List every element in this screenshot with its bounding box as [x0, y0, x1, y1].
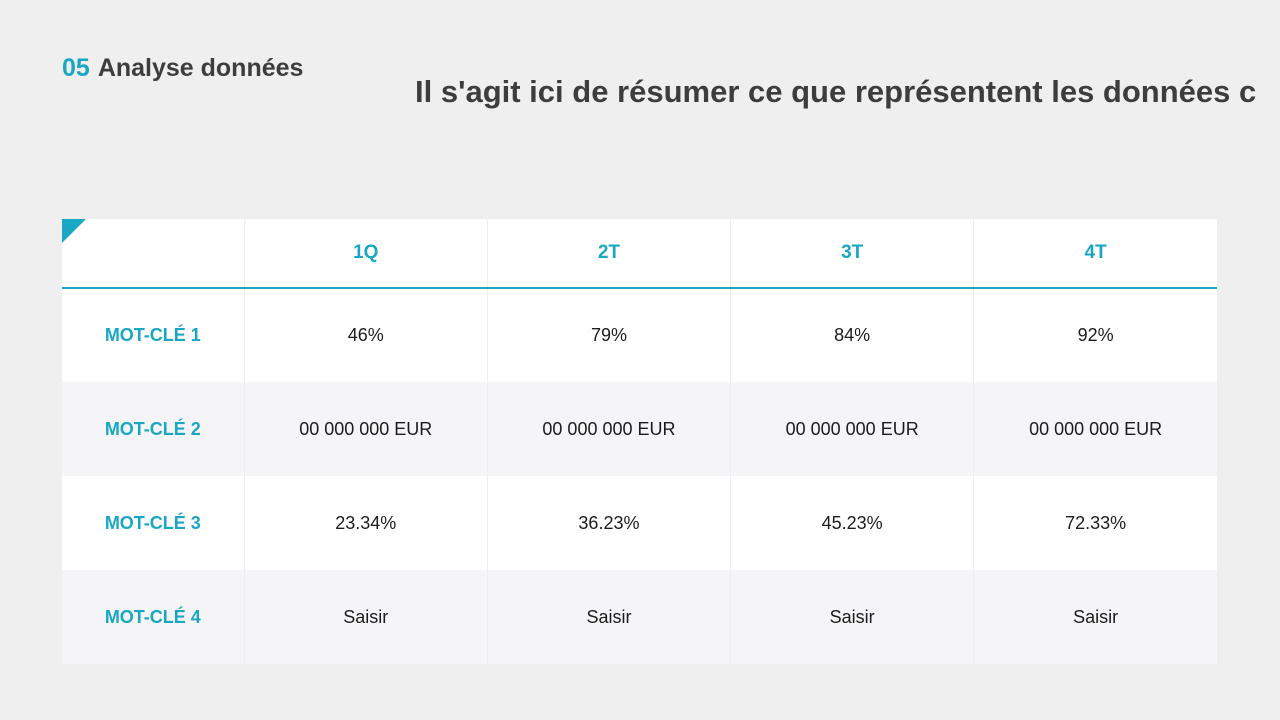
table-row: MOT-CLÉ 2 00 000 000 EUR 00 000 000 EUR … [62, 382, 1217, 476]
section-number: 05 [62, 54, 90, 82]
column-header: 1Q [243, 219, 488, 289]
table-cell: 00 000 000 EUR [243, 382, 488, 476]
table-cell: 00 000 000 EUR [973, 382, 1217, 476]
table-cell: 46% [243, 288, 488, 382]
table-row: MOT-CLÉ 3 23.34% 36.23% 45.23% 72.33% [62, 476, 1217, 570]
table-cell: 00 000 000 EUR [730, 382, 974, 476]
table-cell: Saisir [486, 570, 731, 664]
table-cell: 84% [730, 288, 974, 382]
table-cell: 23.34% [243, 476, 488, 570]
row-label: MOT-CLÉ 2 [104, 418, 201, 439]
table-cell: 00 000 000 EUR [486, 382, 731, 476]
column-header: 4T [973, 219, 1217, 289]
table-cell: Saisir [973, 570, 1217, 664]
headline: Il s'agit ici de résumer ce que représen… [415, 74, 1257, 109]
table-cell: 92% [973, 288, 1217, 382]
table-row: MOT-CLÉ 4 Saisir Saisir Saisir Saisir [62, 570, 1217, 664]
section-label: 05 Analyse données [62, 54, 303, 83]
table-cell: Saisir [243, 570, 488, 664]
row-label: MOT-CLÉ 4 [104, 606, 201, 627]
row-label: MOT-CLÉ 1 [104, 325, 201, 345]
table-cell: Saisir [730, 570, 974, 664]
corner-triangle-icon [62, 219, 86, 243]
header-empty-cell [62, 219, 245, 289]
table-cell: 79% [486, 288, 731, 382]
column-header: 3T [730, 219, 974, 289]
table-row: MOT-CLÉ 1 46% 79% 84% 92% [62, 288, 1217, 382]
table-cell: 45.23% [730, 476, 974, 570]
table-cell: 72.33% [973, 476, 1217, 570]
table-header-row: 1Q 2T 3T 4T [62, 219, 1217, 289]
row-label: MOT-CLÉ 3 [104, 512, 201, 533]
column-header: 2T [486, 219, 731, 289]
data-table-container: 1Q 2T 3T 4T MOT-CLÉ 1 46% 79% 84% 92% MO… [62, 219, 1217, 664]
table-cell: 36.23% [486, 476, 731, 570]
data-table: 1Q 2T 3T 4T MOT-CLÉ 1 46% 79% 84% 92% MO… [62, 219, 1217, 664]
section-title: Analyse données [97, 54, 304, 82]
